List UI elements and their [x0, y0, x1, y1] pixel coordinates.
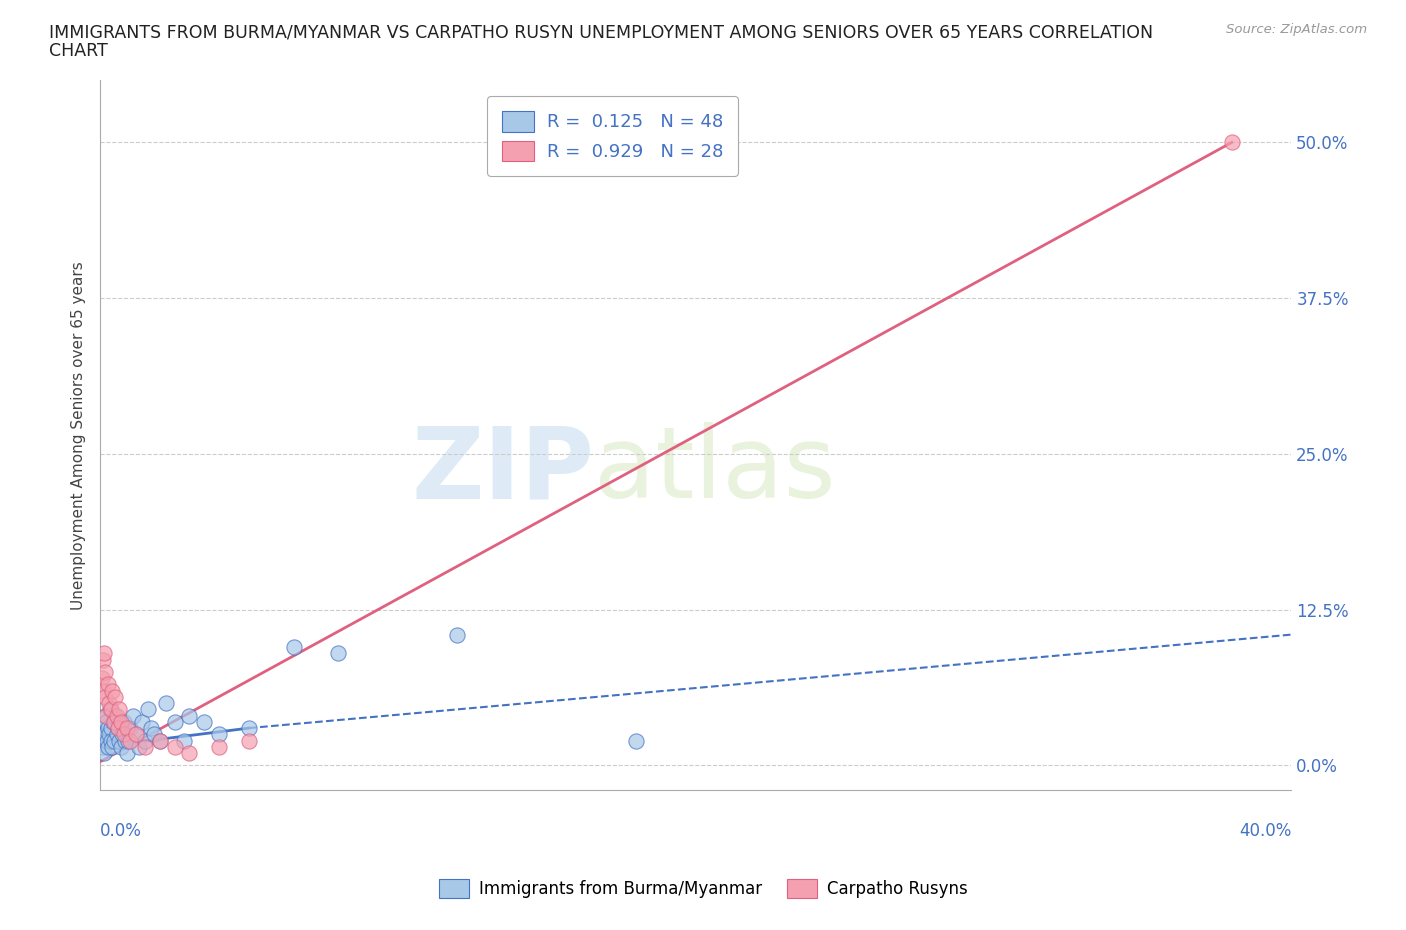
Point	[110, 714, 132, 729]
Point	[134, 733, 156, 748]
Point	[104, 708, 127, 723]
Point	[100, 702, 122, 717]
Point	[110, 739, 132, 754]
Point	[117, 733, 139, 748]
Point	[446, 627, 468, 642]
Legend: R =  0.125   N = 48, R =  0.929   N = 28: R = 0.125 N = 48, R = 0.929 N = 28	[486, 96, 738, 176]
Point	[91, 721, 114, 736]
Point	[128, 739, 150, 754]
Point	[91, 652, 114, 667]
Point	[107, 721, 129, 736]
Point	[125, 727, 148, 742]
Point	[94, 665, 117, 680]
Point	[115, 746, 138, 761]
Point	[105, 708, 128, 723]
Point	[112, 714, 135, 729]
Text: IMMIGRANTS FROM BURMA/MYANMAR VS CARPATHO RUSYN UNEMPLOYMENT AMONG SENIORS OVER : IMMIGRANTS FROM BURMA/MYANMAR VS CARPATH…	[49, 23, 1153, 41]
Point	[136, 702, 159, 717]
Point	[328, 645, 350, 660]
Point	[238, 721, 260, 736]
Point	[122, 708, 145, 723]
Text: 40.0%: 40.0%	[1239, 822, 1291, 841]
Point	[98, 696, 121, 711]
Point	[97, 739, 120, 754]
Text: ZIP: ZIP	[412, 422, 595, 519]
Point	[208, 727, 231, 742]
Point	[94, 708, 117, 723]
Point	[97, 677, 120, 692]
Point	[179, 746, 201, 761]
Point	[111, 727, 134, 742]
Point	[125, 727, 148, 742]
Point	[93, 645, 115, 660]
Point	[103, 714, 125, 729]
Point	[131, 714, 153, 729]
Point	[163, 714, 186, 729]
Point	[101, 714, 124, 729]
Point	[90, 671, 112, 685]
Point	[112, 727, 135, 742]
Point	[107, 721, 129, 736]
Point	[105, 727, 128, 742]
Point	[163, 739, 186, 754]
Point	[139, 721, 162, 736]
Point	[118, 733, 141, 748]
Point	[90, 733, 112, 748]
Text: 0.0%: 0.0%	[100, 822, 142, 841]
Point	[94, 708, 117, 723]
Point	[624, 733, 647, 748]
Point	[142, 727, 165, 742]
Point	[93, 727, 115, 742]
Point	[98, 727, 121, 742]
Point	[108, 702, 131, 717]
Point	[238, 733, 260, 748]
Text: CHART: CHART	[49, 42, 108, 60]
Point	[283, 640, 305, 655]
Point	[118, 721, 141, 736]
Point	[193, 714, 215, 729]
Y-axis label: Unemployment Among Seniors over 65 years: Unemployment Among Seniors over 65 years	[72, 260, 86, 609]
Legend: Immigrants from Burma/Myanmar, Carpatho Rusyns: Immigrants from Burma/Myanmar, Carpatho …	[432, 872, 974, 905]
Point	[155, 696, 177, 711]
Point	[91, 739, 114, 754]
Point	[101, 739, 124, 754]
Text: atlas: atlas	[595, 422, 837, 519]
Point	[208, 739, 231, 754]
Point	[115, 721, 138, 736]
Point	[103, 733, 125, 748]
Text: Source: ZipAtlas.com: Source: ZipAtlas.com	[1226, 23, 1367, 36]
Point	[108, 733, 131, 748]
Point	[104, 689, 127, 704]
Point	[134, 739, 156, 754]
Point	[1220, 135, 1243, 150]
Point	[94, 714, 117, 729]
Point	[179, 708, 201, 723]
Point	[101, 684, 124, 698]
Point	[173, 733, 195, 748]
Point	[114, 733, 136, 748]
Point	[97, 721, 120, 736]
Point	[98, 702, 121, 717]
Point	[100, 721, 122, 736]
Point	[96, 733, 118, 748]
Point	[149, 733, 172, 748]
Point	[93, 689, 115, 704]
Point	[100, 733, 122, 748]
Point	[93, 746, 115, 761]
Point	[91, 684, 114, 698]
Point	[149, 733, 172, 748]
